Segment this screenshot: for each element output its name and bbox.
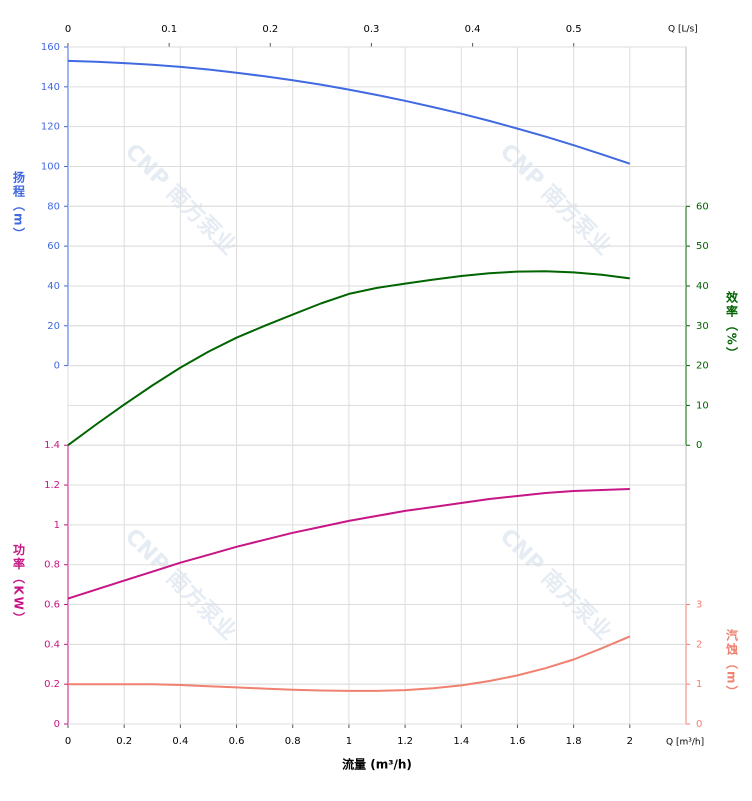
x-tick-label: 0.6 <box>229 736 245 747</box>
x-tick-label: 1.2 <box>397 736 413 747</box>
watermark: CNP 南方泵业 <box>495 138 617 260</box>
x-tick-label: 0 <box>65 736 71 747</box>
y-tick-label: 0 <box>54 361 60 372</box>
y-axis-title: 汽蚀（m） <box>725 628 739 700</box>
y-tick-label: 20 <box>47 321 60 332</box>
x-unit-label: Q [m³/h] <box>666 738 704 748</box>
x2-tick-label: 0.5 <box>566 24 582 35</box>
x-tick-label: 0.8 <box>285 736 301 747</box>
y-tick-label: 0 <box>54 719 60 730</box>
y-tick-label: 2 <box>696 639 702 650</box>
x2-unit-label: Q [L/s] <box>668 25 698 35</box>
y-axis-title: 效率（%） <box>725 289 739 360</box>
y-tick-label: 40 <box>47 281 60 292</box>
x2-tick-label: 0.4 <box>465 24 481 35</box>
x2-tick-label: 0.2 <box>262 24 278 35</box>
y-tick-label: 3 <box>696 600 702 611</box>
x-tick-label: 1.4 <box>453 736 469 747</box>
x-tick-label: 0.4 <box>172 736 188 747</box>
y-tick-label: 1.4 <box>44 440 60 451</box>
curve <box>67 270 630 447</box>
y-tick-label: 1 <box>696 679 702 690</box>
y-axis-title: 扬程（m） <box>12 170 26 242</box>
x-tick-label: 1 <box>346 736 352 747</box>
y-tick-label: 140 <box>41 82 60 93</box>
x2-tick-label: 0 <box>65 24 71 35</box>
x-axis-title: 流量 (m³/h) <box>342 757 412 772</box>
y-tick-label: 0 <box>696 719 702 730</box>
y-tick-label: 40 <box>696 281 709 292</box>
y-axis-title: 功率（KW） <box>12 542 26 626</box>
curve <box>68 635 631 692</box>
x-tick-label: 1.8 <box>566 736 582 747</box>
x-tick-label: 0.2 <box>116 736 132 747</box>
watermark: CNP 南方泵业 <box>495 523 617 645</box>
y-tick-label: 0.8 <box>44 560 60 571</box>
y-tick-label: 0.6 <box>44 600 60 611</box>
y-tick-label: 160 <box>41 42 60 53</box>
y-tick-label: 0.4 <box>44 639 60 650</box>
y-tick-label: 60 <box>47 241 60 252</box>
y-tick-label: 1.2 <box>44 480 60 491</box>
y-tick-label: 30 <box>696 321 709 332</box>
y-tick-label: 0.2 <box>44 679 60 690</box>
y-tick-label: 20 <box>696 361 709 372</box>
curve <box>67 488 630 600</box>
y-tick-label: 50 <box>696 241 709 252</box>
x2-tick-label: 0.3 <box>363 24 379 35</box>
y-tick-label: 120 <box>41 122 60 133</box>
x-tick-label: 2 <box>627 736 633 747</box>
y-tick-label: 80 <box>47 201 60 212</box>
y-tick-label: 10 <box>696 400 709 411</box>
curve <box>67 59 631 165</box>
y-tick-label: 100 <box>41 161 60 172</box>
y-tick-label: 1 <box>54 520 60 531</box>
x-tick-label: 1.6 <box>510 736 526 747</box>
y-tick-label: 60 <box>696 201 709 212</box>
y-tick-label: 0 <box>696 440 702 451</box>
x2-tick-label: 0.1 <box>161 24 177 35</box>
